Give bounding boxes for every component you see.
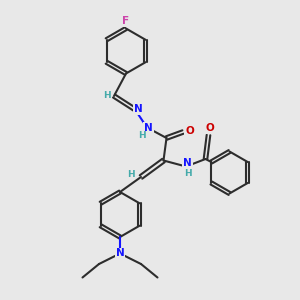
Text: N: N xyxy=(116,248,124,259)
Text: N: N xyxy=(144,123,153,133)
Text: H: H xyxy=(103,92,110,100)
Text: O: O xyxy=(206,123,214,134)
Text: H: H xyxy=(184,169,191,178)
Text: O: O xyxy=(185,125,194,136)
Text: N: N xyxy=(134,104,143,115)
Text: H: H xyxy=(138,131,146,140)
Text: F: F xyxy=(122,16,130,26)
Text: N: N xyxy=(183,158,192,169)
Text: H: H xyxy=(128,169,135,178)
